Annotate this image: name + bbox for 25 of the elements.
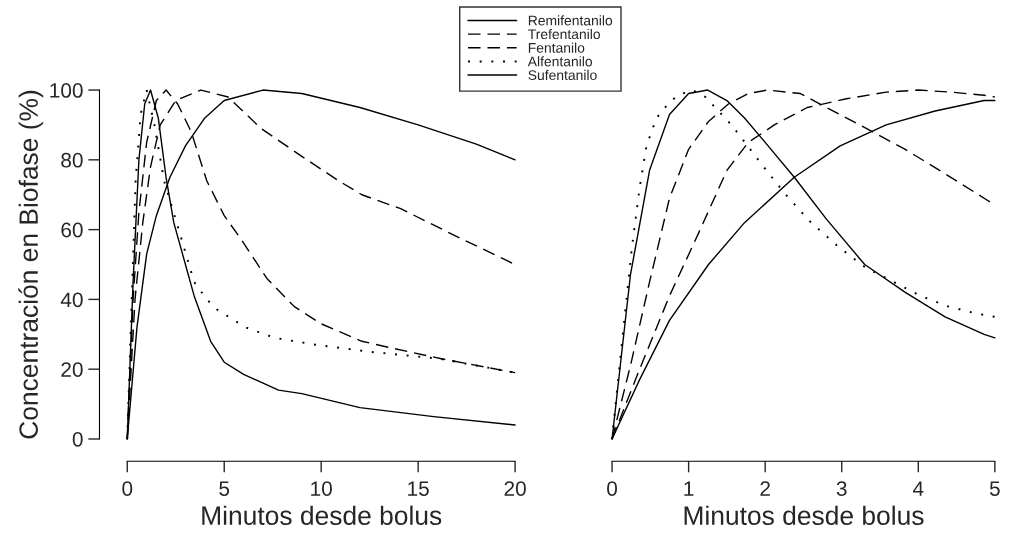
y-tick-label: 60 xyxy=(61,222,83,238)
x-tick-label: 15 xyxy=(408,481,429,496)
y-tick-label: 0 xyxy=(72,431,83,447)
x-tick-label: 10 xyxy=(311,481,332,496)
x-tick-label: 0 xyxy=(122,481,133,496)
y-axis-title: Concentración en Biofase (%) xyxy=(18,90,44,439)
y-tick-label: 20 xyxy=(61,362,83,377)
x-tick-label: 0 xyxy=(607,481,618,496)
x-axis-title: Minutos desde bolus xyxy=(202,505,442,526)
legend-label: Fentanilo xyxy=(528,42,585,53)
x-tick-label: 4 xyxy=(912,481,924,496)
x-tick-label: 1 xyxy=(684,481,694,496)
x-tick-label: 20 xyxy=(504,481,526,496)
legend-label: Remifentanilo xyxy=(528,15,613,26)
x-tick-label: 5 xyxy=(989,481,1000,496)
legend-label: Sufentanilo xyxy=(528,69,597,81)
legend-label: Alfentanilo xyxy=(527,56,593,67)
x-tick-label: 2 xyxy=(760,481,770,496)
x-tick-label: 5 xyxy=(219,481,230,496)
y-tick-label: 80 xyxy=(61,152,83,168)
y-tick-label: 100 xyxy=(50,83,83,98)
y-tick-label: 40 xyxy=(60,292,83,308)
legend-label: Trefentanilo xyxy=(528,28,600,40)
x-tick-label: 3 xyxy=(836,481,847,496)
x-axis-title: Minutos desde bolus xyxy=(684,505,924,526)
